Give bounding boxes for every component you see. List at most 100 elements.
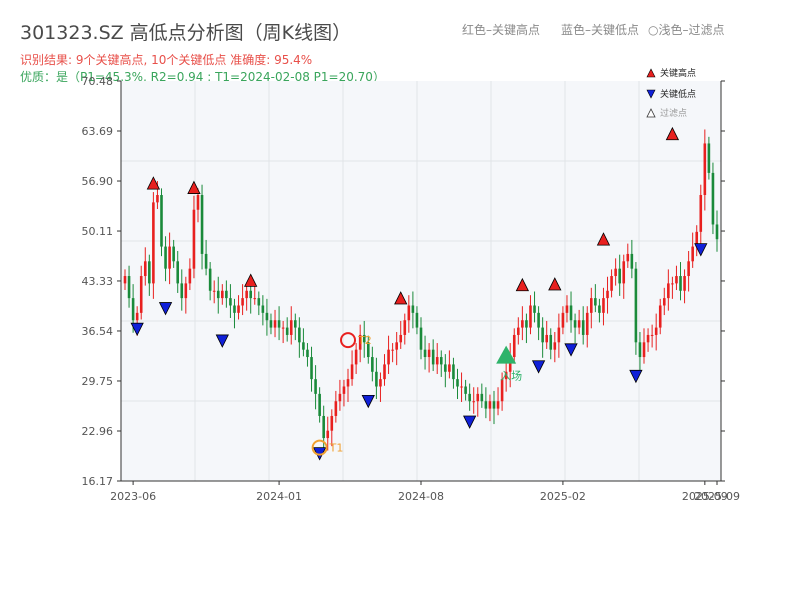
candle-body [200,195,204,254]
candle-body [472,401,476,403]
candle-body [537,312,540,328]
candle-body [265,312,269,321]
candle-body [184,283,188,299]
candle-body [415,312,419,328]
candle-body [318,393,321,416]
legend-high-label: 关键高点 [660,69,697,79]
candle-body [164,246,167,269]
result-summary: 识别结果: 9个关键高点, 10个关键低点 准确度: 95.4% [20,53,313,67]
candle-body [346,379,350,387]
candle-body [285,327,289,335]
candle-body [496,401,500,409]
candle-body [577,320,581,328]
candle-body [310,357,313,380]
key-low-marker [629,369,643,384]
candle-body [135,312,139,321]
candle-body [602,298,605,313]
candle-body [196,195,200,210]
candle-body [626,253,630,262]
y-tick-label: 36.54 [82,325,114,338]
candle-body [148,261,151,284]
candle-body [573,320,577,328]
candle-body [630,253,634,269]
x-tick-label: 2025-02 [540,490,586,503]
candle-body [326,430,330,439]
candle-body [638,342,642,358]
candle-body [395,342,398,350]
candle-body [358,334,362,350]
hollow-triangle-icon [646,107,656,117]
hint-red-high: 红色–关键高点 [462,23,541,37]
hint-light-filtered: ○浅色–过滤点 [648,23,725,37]
key-low-marker [130,322,144,337]
candle-body [691,246,694,262]
candle-body [419,327,423,350]
candle-body [679,276,682,291]
candle-body [212,290,216,292]
candle-body [427,349,431,358]
candle-body [683,276,686,291]
candle-body [261,305,265,313]
candle-body [229,298,232,306]
candle-body [294,320,297,328]
x-tick-label: 2024-01 [256,490,302,503]
t2-marker [340,332,357,349]
candle-body [658,305,662,328]
key-high-marker [515,277,530,292]
hint-blue-low: 蓝色–关键低点 [561,23,640,37]
candle-body [131,298,135,321]
key-high-marker [596,232,611,246]
candle-body [460,386,463,388]
y-tick-label: 16.17 [82,475,114,488]
candle-body [435,357,439,365]
candle-body [379,379,382,387]
y-tick-label: 50.11 [82,225,114,238]
y-tick-label: 63.69 [82,125,114,138]
candle-body [216,290,220,299]
candle-body [354,349,358,365]
candle-body [245,290,248,299]
candle-body [253,298,257,300]
candle-body [330,415,334,431]
candle-body [634,268,638,343]
legend-high: 关键高点 [646,66,696,79]
key-low-marker [564,343,578,357]
candle-body [581,320,585,335]
candle-body [667,283,670,299]
candle-body [143,261,147,277]
candle-body [512,334,516,358]
candle-body [650,334,654,336]
candle-body [614,268,617,277]
y-tick-label: 22.96 [82,425,114,438]
candle-body [152,202,155,284]
key-high-marker [244,273,258,287]
candle-body [448,364,451,372]
candle-body [569,305,573,321]
blue-triangle-icon [646,89,656,99]
legend-filtered-label: 过滤点 [660,109,688,119]
candle-body [703,143,707,196]
candle-body [334,401,338,416]
candle-body [208,268,212,291]
candle-body [403,320,407,335]
candle-body [610,276,613,291]
candle-body [521,320,524,328]
key-high-marker [187,180,201,194]
candle-body [387,349,390,365]
candle-body [172,246,175,262]
candle-body [585,312,589,335]
candle-body [464,386,467,394]
candle-body [407,305,411,321]
candle-body [249,290,252,299]
candle-body [375,371,378,387]
candle-body [399,334,403,343]
candle-body [431,349,435,365]
candle-body [711,172,715,225]
candle-body [371,357,374,372]
candle-body [452,364,455,380]
key-low-marker [361,394,375,409]
candle-body [590,298,593,313]
candle-body [598,305,601,313]
candle-body [654,327,658,335]
